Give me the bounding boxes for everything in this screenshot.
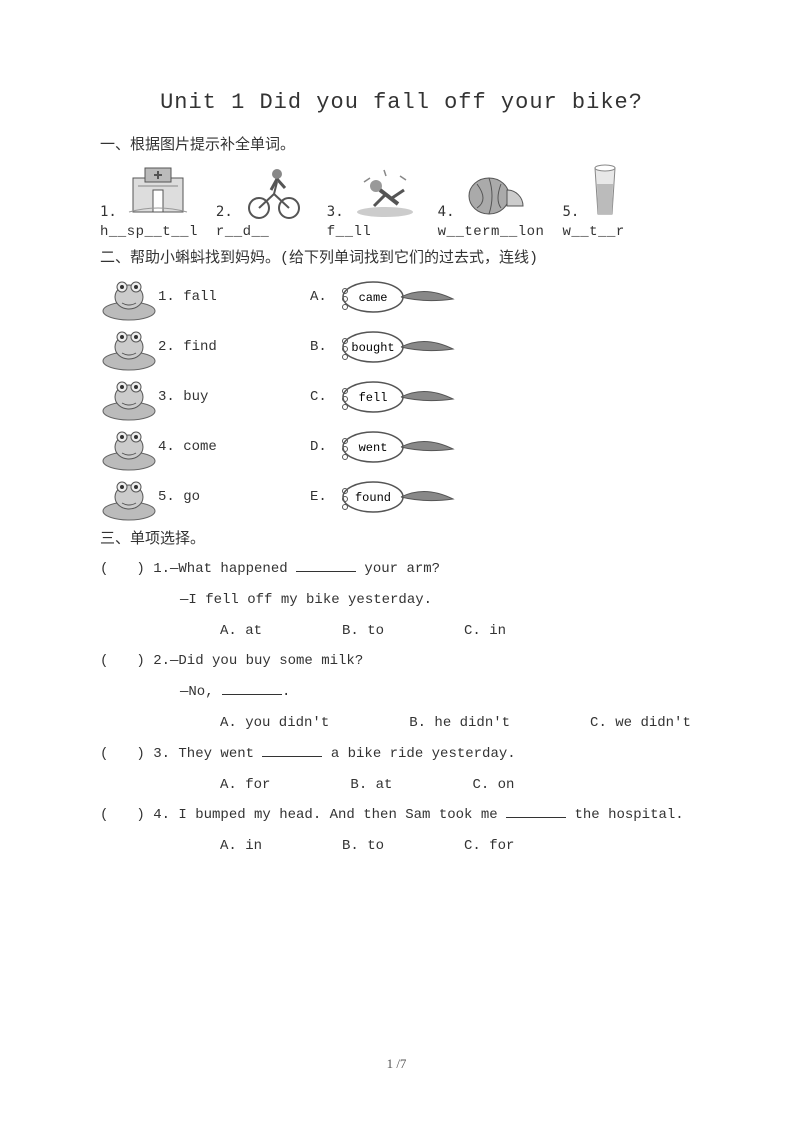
ride-bike-picture xyxy=(239,160,309,220)
svg-text:found: found xyxy=(355,491,391,505)
q3-stem-a: ( ) 3. They went xyxy=(100,746,262,762)
svg-text:came: came xyxy=(358,291,387,305)
tadpole-icon: came xyxy=(335,277,455,317)
section3-questions: ( ) 1.—What happened your arm? —I fell o… xyxy=(100,554,703,862)
svg-text:went: went xyxy=(358,441,387,455)
q1-stem-b: your arm? xyxy=(356,561,440,577)
s2-l-num-1: 1. xyxy=(158,289,175,305)
s2-r-num-4: D. xyxy=(310,439,327,455)
q2-line2b: . xyxy=(282,684,290,700)
section2-matches: 1. fall A. came 2. find B. bo xyxy=(100,273,703,521)
s2-l-word-3: buy xyxy=(183,389,208,405)
s1-num-3: 3. xyxy=(327,204,344,220)
section2-heading: 二、帮助小蝌蚪找到妈妈。(给下列单词找到它们的过去式，连线) xyxy=(100,246,703,267)
frog-icon xyxy=(100,273,158,321)
blank xyxy=(262,746,322,757)
section1-heading: 一、根据图片提示补全单词。 xyxy=(100,133,703,154)
s1-word-2: r__d__ xyxy=(216,224,269,240)
q4-stem-b: the hospital. xyxy=(566,807,684,823)
q1-optB: B. to xyxy=(342,616,384,647)
blank xyxy=(506,807,566,818)
q4-optA: A. in xyxy=(220,831,262,862)
tadpole-icon: fell xyxy=(335,377,455,417)
q2-stem: ( ) 2.—Did you buy some milk? xyxy=(100,653,363,669)
s1-word-1: h__sp__t__l xyxy=(100,224,198,240)
q2-optB: B. he didn't xyxy=(409,708,510,739)
s2-r-num-5: E. xyxy=(310,489,327,505)
q3-optC: C. on xyxy=(472,770,514,801)
tadpole-icon: found xyxy=(335,477,455,517)
q2-line2a: —No, xyxy=(180,684,222,700)
frog-icon xyxy=(100,423,158,471)
q4-optB: B. to xyxy=(342,831,384,862)
section3-heading: 三、单项选择。 xyxy=(100,527,703,548)
q3-optB: B. at xyxy=(350,770,392,801)
s1-num-2: 2. xyxy=(216,204,233,220)
s2-l-word-5: go xyxy=(183,489,200,505)
water-glass-picture xyxy=(585,160,625,220)
blank xyxy=(222,684,282,695)
tadpole-icon: went xyxy=(335,427,455,467)
tadpole-icon: bought xyxy=(335,327,455,367)
s1-num-4: 4. xyxy=(438,204,455,220)
section1-row: 1. h__sp__t__l 2. xyxy=(100,160,703,240)
q4-stem-a: ( ) 4. I bumped my head. And then Sam to… xyxy=(100,807,506,823)
svg-text:bought: bought xyxy=(351,341,394,355)
q1-stem-a: ( ) 1.—What happened xyxy=(100,561,296,577)
s1-word-4: w__term__lon xyxy=(438,224,545,240)
s2-l-word-4: come xyxy=(183,439,217,455)
frog-icon xyxy=(100,373,158,421)
s2-r-num-2: B. xyxy=(310,339,327,355)
s2-l-word-2: find xyxy=(183,339,217,355)
q3-optA: A. for xyxy=(220,770,270,801)
q1-optA: A. at xyxy=(220,616,262,647)
blank xyxy=(296,561,356,572)
frog-icon xyxy=(100,473,158,521)
q4-optC: C. for xyxy=(464,831,514,862)
q1-line2: —I fell off my bike yesterday. xyxy=(180,592,432,608)
q3-stem-b: a bike ride yesterday. xyxy=(322,746,515,762)
fall-picture xyxy=(350,160,420,220)
s2-r-num-3: C. xyxy=(310,389,327,405)
q2-optA: A. you didn't xyxy=(220,708,329,739)
frog-icon xyxy=(100,323,158,371)
svg-text:fell: fell xyxy=(358,391,387,405)
q1-optC: C. in xyxy=(464,616,506,647)
s2-l-num-2: 2. xyxy=(158,339,175,355)
hospital-picture xyxy=(123,160,193,220)
s1-num-1: 1. xyxy=(100,204,117,220)
s1-word-3: f__ll xyxy=(327,224,372,240)
s2-l-num-5: 5. xyxy=(158,489,175,505)
s2-r-num-1: A. xyxy=(310,289,327,305)
s1-num-5: 5. xyxy=(562,204,579,220)
s1-word-5: w__t__r xyxy=(562,224,624,240)
s2-l-num-4: 4. xyxy=(158,439,175,455)
q2-optC: C. we didn't xyxy=(590,708,691,739)
s2-l-num-3: 3. xyxy=(158,389,175,405)
watermelon-picture xyxy=(461,160,531,220)
page-number: 1 /7 xyxy=(0,1056,793,1072)
s2-l-word-1: fall xyxy=(183,289,217,305)
page-title: Unit 1 Did you fall off your bike? xyxy=(100,90,703,115)
